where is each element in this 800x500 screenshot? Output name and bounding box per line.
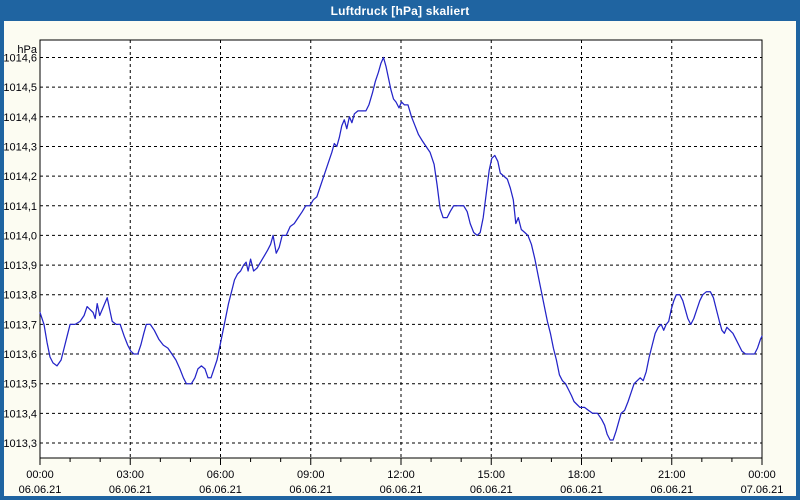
x-tick-date-label: 06.06.21 bbox=[380, 484, 423, 496]
x-tick-time-label: 12:00 bbox=[387, 469, 415, 481]
pressure-line bbox=[39, 56, 763, 441]
x-tick-time-label: 21:00 bbox=[658, 469, 686, 481]
x-tick-date-label: 06.06.21 bbox=[470, 484, 513, 496]
y-tick-label: 1014,4 bbox=[4, 112, 37, 124]
x-tick-time-label: 03:00 bbox=[116, 469, 144, 481]
y-tick-label: 1013,6 bbox=[4, 349, 37, 361]
x-tick-date-label: 06.06.21 bbox=[109, 484, 152, 496]
pressure-chart: 1014,6 1014,5 1014,4 1014,3 1014,2 1014,1 1014… bbox=[3, 39, 784, 496]
x-tick-date-label: 06.06.21 bbox=[289, 484, 332, 496]
x-tick-time-label: 00:00 bbox=[748, 469, 776, 481]
x-tick-date-label: 07.06.21 bbox=[741, 484, 784, 496]
window-title: Luftdruck [hPa] skaliert bbox=[330, 3, 470, 18]
y-tick-label: 1014,5 bbox=[4, 82, 37, 94]
y-tick-label: 1014,6 bbox=[4, 53, 37, 65]
x-tick-time-label: 18:00 bbox=[568, 469, 596, 481]
x-tick-time-label: 00:00 bbox=[26, 469, 54, 481]
x-tick-time-label: 06:00 bbox=[207, 469, 235, 481]
y-tick-label: 1014,3 bbox=[4, 141, 37, 153]
chart-container: 1014,6 1014,5 1014,4 1014,3 1014,2 1014,1 1014… bbox=[3, 21, 796, 496]
y-tick-label: 1013,8 bbox=[4, 290, 37, 302]
y-tick-label: 1013,9 bbox=[4, 260, 37, 272]
x-tick-time-label: 15:00 bbox=[477, 469, 505, 481]
x-tick-time-label: 09:00 bbox=[297, 469, 325, 481]
y-axis-unit-label: hPa bbox=[17, 44, 37, 56]
y-tick-label: 1014,2 bbox=[4, 171, 37, 183]
y-tick-label: 1013,4 bbox=[4, 408, 37, 420]
x-tick-date-label: 06.06.21 bbox=[19, 484, 62, 496]
window-titlebar: Luftdruck [hPa] skaliert bbox=[0, 0, 800, 21]
y-tick-label: 1013,3 bbox=[4, 438, 37, 450]
y-tick-label: 1014,1 bbox=[4, 201, 37, 213]
y-tick-label: 1013,5 bbox=[4, 379, 37, 391]
y-tick-label: 1013,7 bbox=[4, 319, 37, 331]
x-tick-date-label: 06.06.21 bbox=[650, 484, 693, 496]
x-tick-date-label: 06.06.21 bbox=[560, 484, 603, 496]
y-tick-label: 1014,0 bbox=[4, 230, 37, 242]
x-tick-date-label: 06.06.21 bbox=[199, 484, 242, 496]
